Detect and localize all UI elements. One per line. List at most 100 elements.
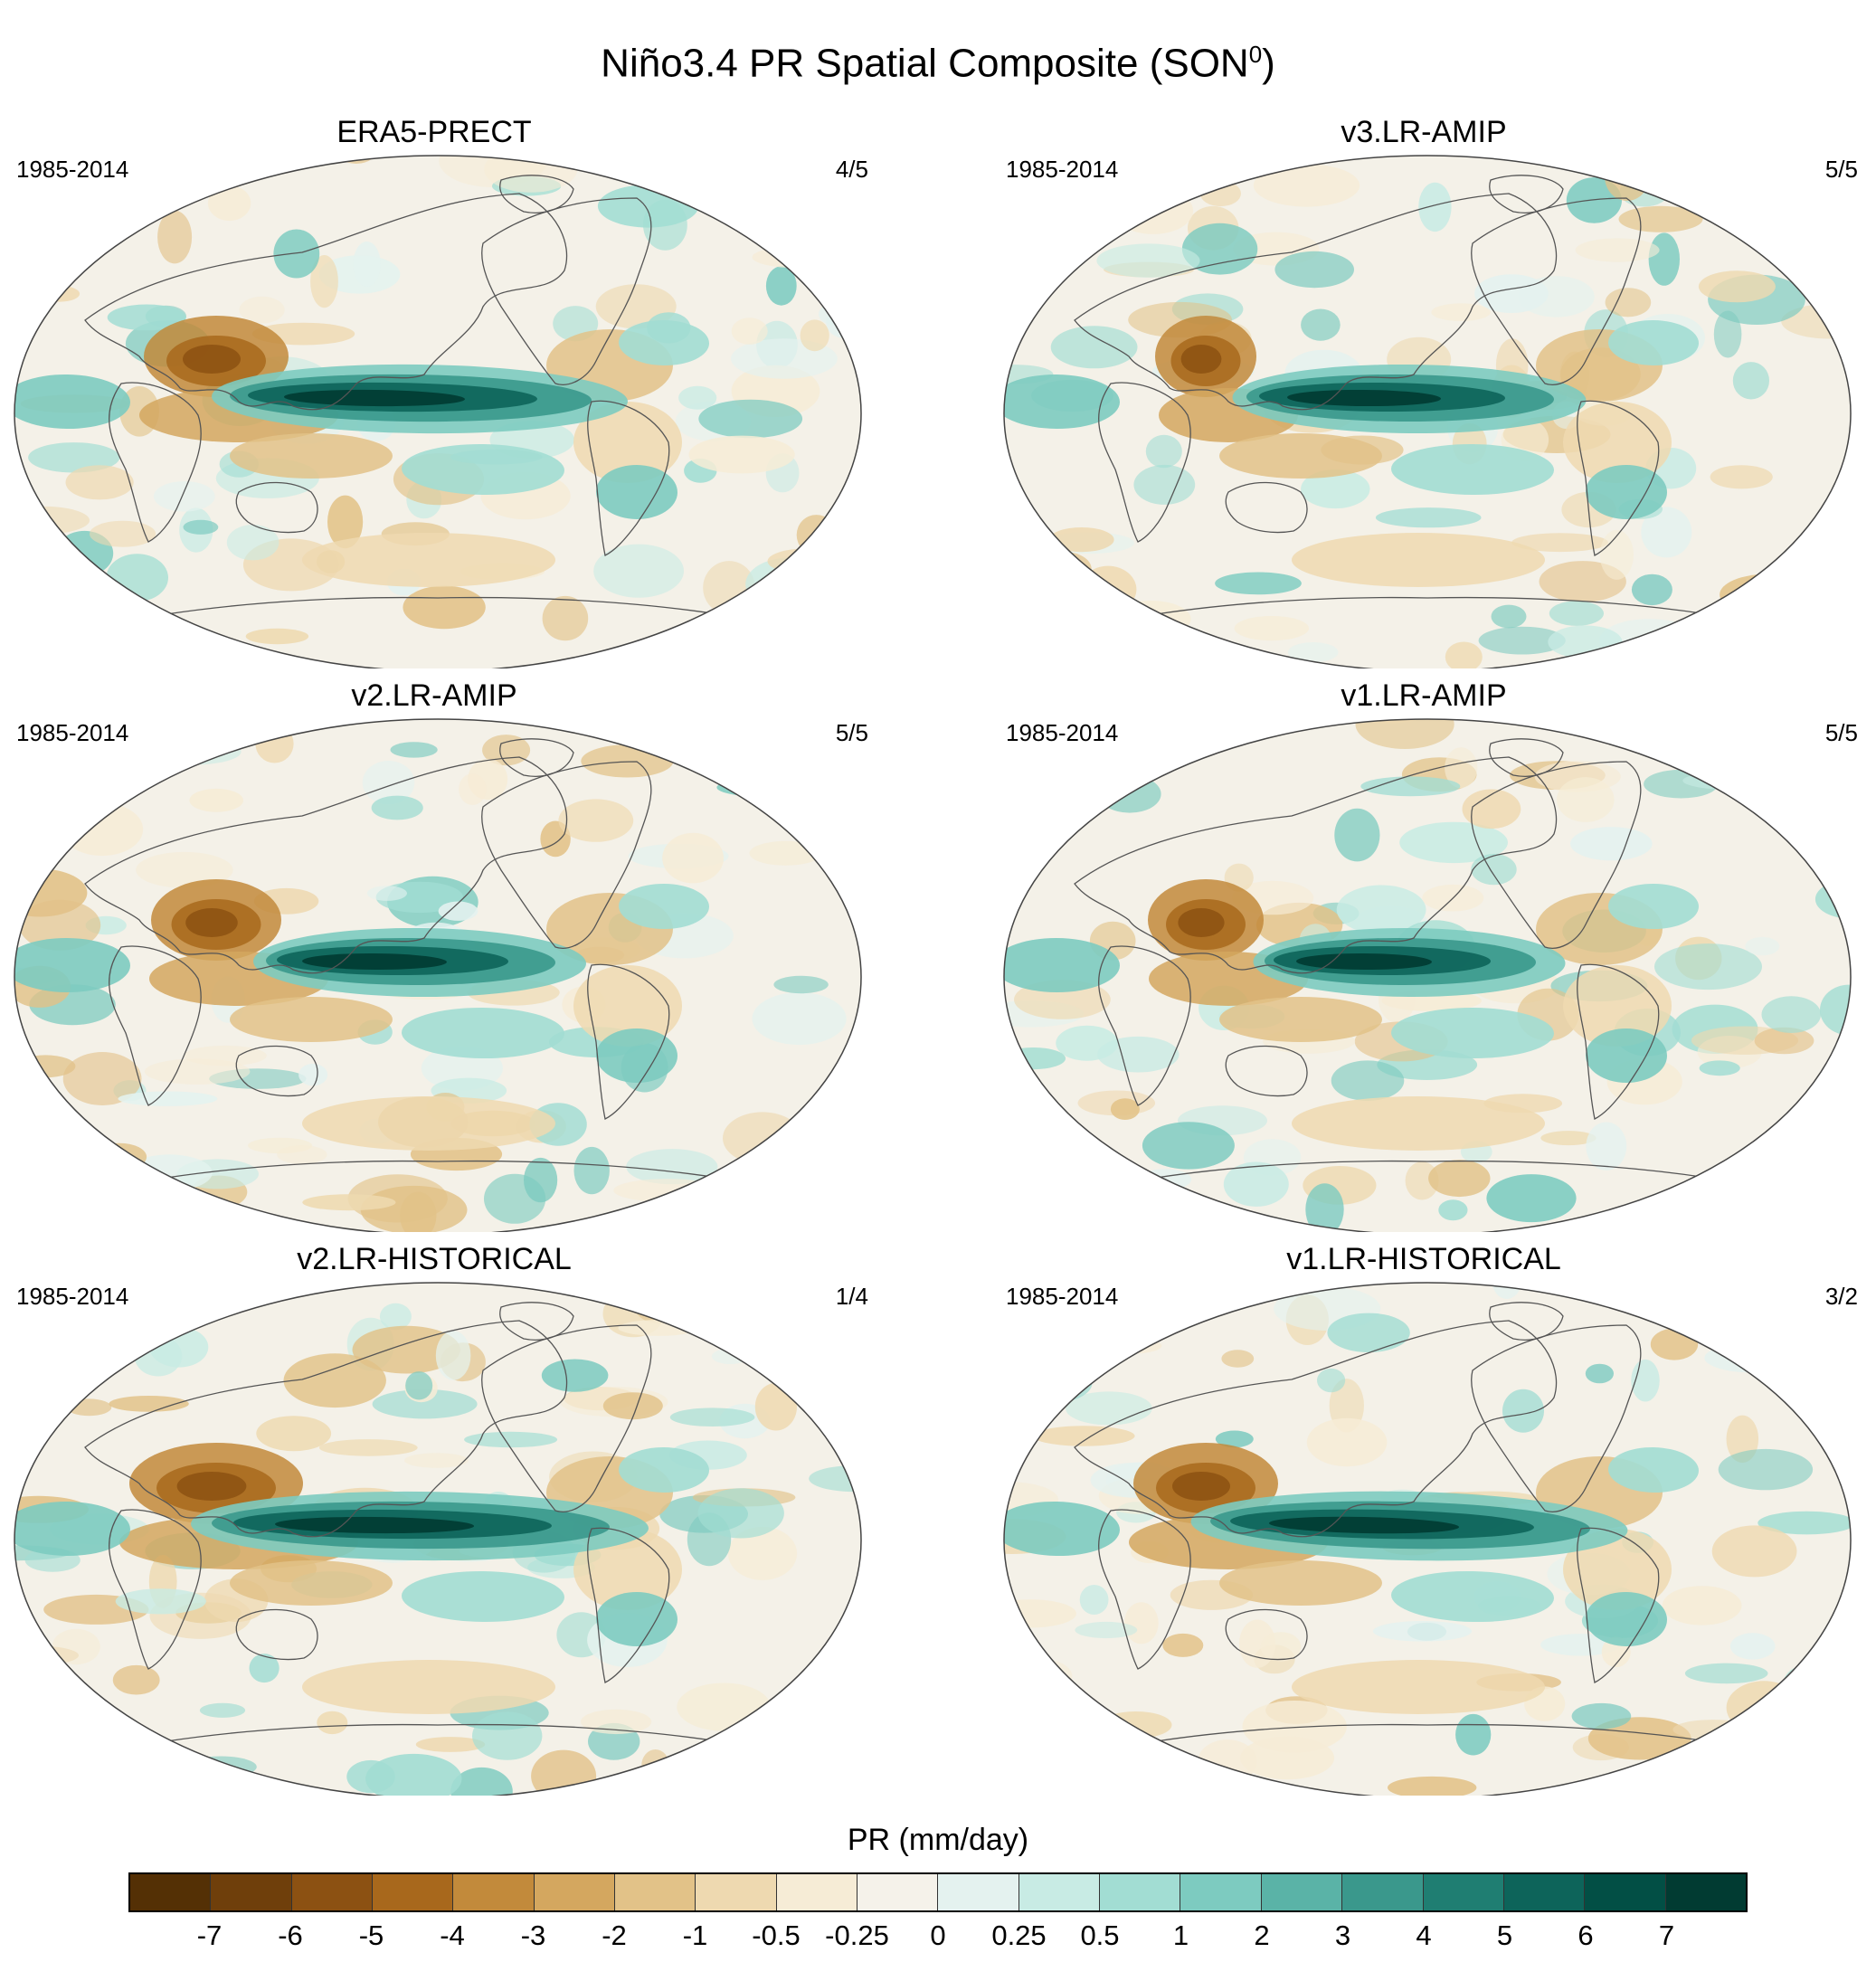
anomaly-blob [235, 1283, 342, 1294]
colorbar-tick-label: -0.25 [825, 1919, 889, 1951]
anomaly-blob [415, 1737, 486, 1752]
anomaly-blob [142, 738, 242, 765]
dry-anomaly [1292, 1660, 1545, 1714]
wet-anomaly [284, 389, 465, 407]
colorbar-box [776, 1874, 858, 1910]
colorbar-box [1180, 1874, 1262, 1910]
coastline [1074, 1320, 1558, 1538]
colorbar-box [1503, 1874, 1586, 1910]
panel-event-count: 5/5 [835, 719, 868, 746]
panel-period: 1985-2014 [1006, 1283, 1119, 1310]
dry-anomaly [302, 533, 555, 587]
anomaly-blob [1654, 943, 1762, 990]
anomaly-blob [405, 1371, 433, 1400]
dry-anomaly [176, 1472, 247, 1501]
wet-anomaly [14, 374, 130, 430]
anomaly-blob [317, 1711, 348, 1735]
colorbar-tick-label: 0.5 [1080, 1919, 1120, 1951]
anomaly-blob [1041, 156, 1072, 204]
coastline [1225, 1045, 1308, 1097]
anomaly-blob [1334, 808, 1380, 862]
dry-anomaly [230, 997, 393, 1042]
anomaly-blob [1355, 719, 1454, 749]
coastline [1098, 382, 1191, 543]
anomaly-blob [1372, 1621, 1473, 1642]
coastline [109, 382, 202, 543]
anomaly-blob [602, 1392, 663, 1420]
anomaly-blob [255, 724, 294, 763]
coastline [481, 761, 652, 949]
anomaly-blob [153, 481, 215, 512]
anomaly-blob [635, 1294, 691, 1324]
anomaly-blob [302, 1194, 396, 1211]
anomaly-blob [1783, 613, 1851, 641]
anomaly-blob [1793, 746, 1843, 797]
wet-anomaly [402, 1007, 564, 1059]
anomaly-blob [1761, 1320, 1807, 1349]
anomaly-blob [640, 156, 713, 184]
anomaly-blob [1698, 270, 1776, 303]
anomaly-blob [14, 1699, 110, 1738]
colorbar-box [453, 1874, 535, 1910]
anomaly-blob [1474, 274, 1549, 313]
colorbar-tick-label: 4 [1416, 1919, 1432, 1951]
map-border [1003, 718, 1852, 1232]
map-border [14, 155, 862, 668]
anomaly-blob [1720, 573, 1816, 615]
anomaly-blob [115, 1588, 206, 1615]
anomaly-blob [379, 1303, 412, 1331]
anomaly-blob [226, 525, 280, 561]
anomaly-blob [1306, 1417, 1388, 1467]
anomaly-blob [1418, 182, 1452, 232]
anomaly-blob [1757, 1175, 1814, 1193]
dry-anomaly [1563, 402, 1672, 483]
wet-anomaly [1391, 1570, 1554, 1623]
dry-anomaly [1172, 1472, 1230, 1501]
panel-period: 1985-2014 [1006, 719, 1119, 746]
anomaly-blob [256, 1416, 332, 1452]
anomaly-blob [141, 719, 194, 724]
anomaly-blob [239, 296, 285, 324]
anomaly-blob [366, 886, 407, 901]
anomaly-blob [1702, 1187, 1737, 1204]
anomaly-blob [1726, 1681, 1802, 1735]
anomaly-blob [678, 385, 717, 410]
anomaly-blob [542, 595, 589, 641]
colorbar-box [1585, 1874, 1666, 1910]
anomaly-blob [1585, 1363, 1614, 1384]
coastline [499, 738, 574, 777]
anomaly-blob [1684, 1663, 1768, 1684]
coastline [166, 1160, 719, 1179]
wet-anomaly [1608, 883, 1699, 930]
coastline [1489, 738, 1564, 777]
wet-anomaly [596, 1028, 677, 1084]
panel-period: 1985-2014 [16, 156, 129, 183]
wet-anomaly [1586, 464, 1667, 520]
anomaly-blob [1800, 1283, 1851, 1294]
anomaly-blob [677, 1682, 772, 1731]
anomaly-blob [464, 1431, 558, 1448]
anomaly-blob [1650, 1328, 1699, 1360]
colorbar-box [857, 1874, 939, 1910]
anomaly-blob [468, 758, 508, 801]
wet-anomaly [14, 937, 130, 993]
anomaly-blob [1761, 996, 1822, 1033]
anomaly-blob [1123, 1602, 1159, 1645]
anomaly-blob [183, 1045, 267, 1066]
map-panel: v1.LR-HISTORICAL 1985-2014 3/2 [990, 1240, 1876, 1819]
anomaly-blob [122, 727, 170, 758]
dry-anomaly [302, 1660, 555, 1714]
colorbar-label: PR (mm/day) [847, 1823, 1029, 1857]
anomaly-blob [794, 1665, 861, 1701]
anomaly-blob [1056, 1025, 1119, 1061]
anomaly-blob [1699, 1060, 1740, 1076]
coastline [587, 1527, 670, 1683]
colorbar-tick-label: -2 [602, 1919, 627, 1951]
coastline [1489, 1302, 1564, 1341]
anomaly-blob [1110, 1098, 1140, 1120]
anomaly-blob [1327, 1313, 1410, 1352]
anomaly-blob [796, 515, 837, 555]
coastline [166, 1723, 719, 1742]
colorbar-tick-label: -7 [196, 1919, 223, 1951]
wet-anomaly [302, 953, 447, 971]
